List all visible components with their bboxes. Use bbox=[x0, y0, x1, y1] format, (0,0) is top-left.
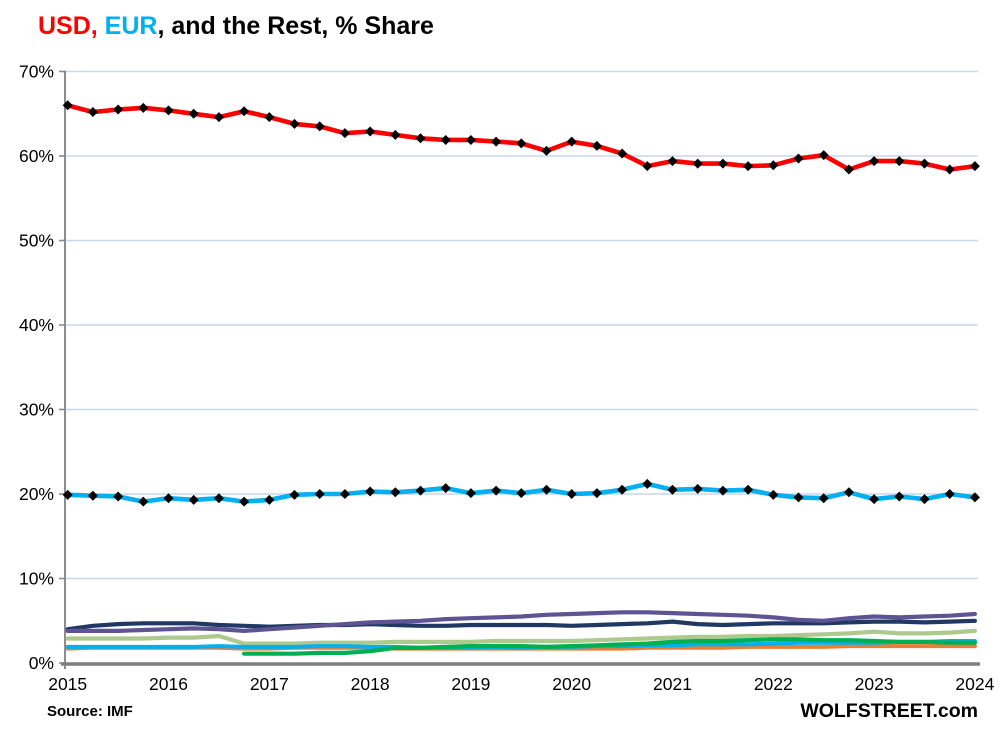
series-line-dark-navy bbox=[65, 618, 977, 632]
y-axis-label-0%: 0% bbox=[29, 653, 54, 673]
y-axis-label-30%: 30% bbox=[19, 400, 54, 420]
y-axis-label-10%: 10% bbox=[19, 569, 54, 589]
series-line-purple bbox=[65, 610, 977, 633]
title-usd-text: USD, bbox=[38, 12, 98, 40]
y-axis-label-50%: 50% bbox=[19, 231, 54, 251]
source-note: Source: IMF bbox=[47, 703, 133, 720]
x-axis-label-2019: 2019 bbox=[451, 674, 490, 694]
x-axis-label-2022: 2022 bbox=[754, 674, 793, 694]
series-line-bright-green bbox=[242, 637, 977, 656]
title-rest-text: , and the Rest, % Share bbox=[157, 12, 434, 40]
x-axis-label-2023: 2023 bbox=[855, 674, 894, 694]
x-axis-label-2024: 2024 bbox=[955, 674, 994, 694]
y-axis-label-70%: 70% bbox=[19, 62, 54, 82]
series-line-usd-red- bbox=[65, 103, 978, 172]
y-axis-label-60%: 60% bbox=[19, 146, 54, 166]
x-axis-label-2020: 2020 bbox=[552, 674, 591, 694]
x-axis-label-2015: 2015 bbox=[48, 674, 87, 694]
series-markers-eur-light-blue- bbox=[62, 478, 980, 507]
chart-title: USD, EUR, and the Rest, % Share bbox=[38, 12, 434, 41]
series-line-sage-green bbox=[65, 628, 977, 646]
x-axis-label-2021: 2021 bbox=[653, 674, 692, 694]
watermark: WOLFSTREET.com bbox=[800, 700, 978, 722]
x-axis-label-2018: 2018 bbox=[351, 674, 390, 694]
y-axis-label-40%: 40% bbox=[19, 315, 54, 335]
x-axis-label-2016: 2016 bbox=[149, 674, 188, 694]
x-axis-label-2017: 2017 bbox=[250, 674, 289, 694]
y-axis-label-20%: 20% bbox=[19, 484, 54, 504]
title-eur-text: EUR bbox=[97, 12, 158, 40]
